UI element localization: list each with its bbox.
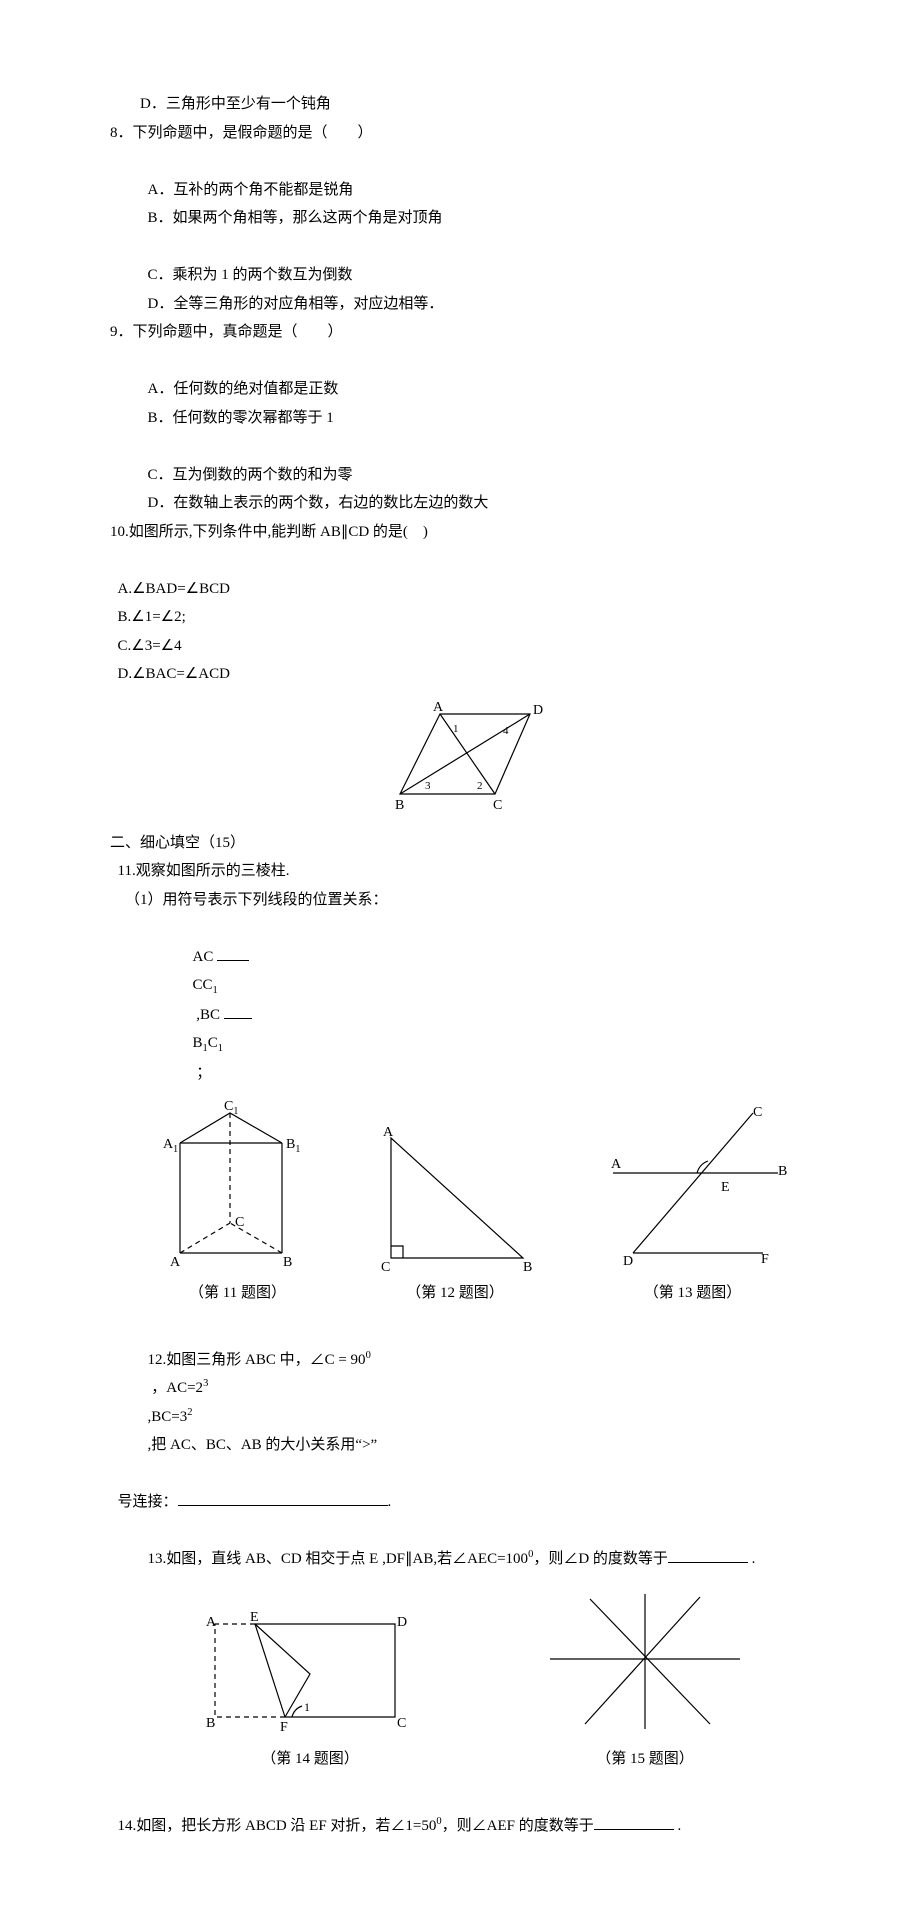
figure-11: A1 B1 C1 A B C <box>158 1098 318 1273</box>
figure-12: A C B <box>373 1123 538 1273</box>
q9-row2: C．互为倒数的两个数的和为零 D．在数轴上表示的两个数，右边的数比左边的数大 <box>110 432 840 518</box>
q9-c: C．互为倒数的两个数的和为零 <box>148 461 368 490</box>
q8-stem: 8．下列命题中，是假命题的是（ ） <box>110 119 840 148</box>
q8-a: A．互补的两个角不能都是锐角 <box>148 176 378 205</box>
caption-15: （第 15 题图） <box>540 1745 750 1774</box>
figure-13: A B C D F E <box>593 1103 793 1273</box>
caption-13: （第 13 题图） <box>593 1279 793 1308</box>
figure-13-wrap: A B C D F E （第 13 题图） <box>593 1103 793 1308</box>
q11-stem: 11.观察如图所示的三棱柱. <box>110 857 840 886</box>
svg-text:1: 1 <box>453 723 459 735</box>
q12-line1: 12.如图三角形 ABC 中，∠C = 900 ，AC=23 ,BC=32 ,把… <box>110 1317 840 1460</box>
svg-text:B1: B1 <box>286 1137 300 1155</box>
q10-a: A.∠BAD=∠BCD <box>118 575 273 604</box>
svg-text:D: D <box>397 1615 407 1630</box>
svg-text:A: A <box>383 1125 394 1140</box>
svg-text:C: C <box>381 1260 390 1273</box>
figure-15-wrap: （第 15 题图） <box>540 1589 750 1774</box>
svg-text:B: B <box>778 1164 787 1179</box>
q8-row1: A．互补的两个角不能都是锐角 B．如果两个角相等，那么这两个角是对顶角 <box>110 147 840 233</box>
svg-text:D: D <box>623 1254 633 1269</box>
figure-15 <box>540 1589 750 1739</box>
q9-d: D．在数轴上表示的两个数，右边的数比左边的数大 <box>148 495 489 511</box>
q14-line: 14.如图，把长方形 ABCD 沿 EF 对折，若∠1=500，则∠AEF 的度… <box>110 1783 840 1840</box>
svg-text:2: 2 <box>477 780 483 792</box>
q11-fill: AC CC1 ,BC B1C1 ； <box>110 914 840 1088</box>
q8-c: C．乘积为 1 的两个数互为倒数 <box>148 261 378 290</box>
q10-b: B.∠1=∠2; <box>118 603 258 632</box>
figure-14-wrap: A D B C E F 1 （第 14 题图） <box>200 1609 420 1774</box>
svg-text:A1: A1 <box>163 1137 178 1155</box>
q10-stem: 10.如图所示,下列条件中,能判断 AB∥CD 的是( ) <box>110 518 840 547</box>
svg-text:F: F <box>280 1720 288 1735</box>
svg-text:B: B <box>395 798 404 813</box>
figure-11-wrap: A1 B1 C1 A B C （第 11 题图） <box>158 1098 318 1308</box>
q9-row1: A．任何数的绝对值都是正数 B．任何数的零次幂都等于 1 <box>110 347 840 433</box>
svg-text:F: F <box>761 1252 769 1267</box>
q9-b: B．任何数的零次幂都等于 1 <box>148 410 334 426</box>
q10-c: C.∠3=∠4 <box>118 632 238 661</box>
svg-text:D: D <box>533 703 543 718</box>
figure-q10: A D B C 1 4 3 2 <box>375 699 575 819</box>
svg-text:E: E <box>721 1180 730 1195</box>
figure-12-wrap: A C B （第 12 题图） <box>373 1123 538 1308</box>
q10-d: D.∠BAC=∠ACD <box>118 666 230 682</box>
svg-text:B: B <box>206 1716 215 1731</box>
svg-text:C: C <box>235 1215 244 1230</box>
svg-text:A: A <box>206 1615 217 1630</box>
q8-b: B．如果两个角相等，那么这两个角是对顶角 <box>148 210 443 226</box>
svg-text:C: C <box>397 1716 406 1731</box>
q8-d: D．全等三角形的对应角相等，对应边相等． <box>148 296 444 312</box>
q9-a: A．任何数的绝对值都是正数 <box>148 375 368 404</box>
svg-text:E: E <box>250 1610 259 1625</box>
figure-14: A D B C E F 1 <box>200 1609 420 1739</box>
caption-11: （第 11 题图） <box>158 1279 318 1308</box>
svg-text:A: A <box>611 1157 622 1172</box>
svg-text:C: C <box>753 1105 762 1120</box>
q13-line: 13.如图，直线 AB、CD 相交于点 E ,DF∥AB,若∠AEC=1000，… <box>110 1517 840 1574</box>
q12-line2: 号连接：. <box>110 1460 840 1517</box>
caption-14: （第 14 题图） <box>200 1745 420 1774</box>
svg-text:3: 3 <box>425 780 431 792</box>
svg-text:A: A <box>170 1255 181 1270</box>
q11-sub1: （1）用符号表示下列线段的位置关系： <box>110 886 840 915</box>
svg-text:1: 1 <box>304 1700 310 1714</box>
svg-text:B: B <box>523 1260 532 1273</box>
caption-12: （第 12 题图） <box>373 1279 538 1308</box>
section-2-heading: 二、细心填空（15） <box>110 829 840 858</box>
q8-row2: C．乘积为 1 的两个数互为倒数 D．全等三角形的对应角相等，对应边相等． <box>110 233 840 319</box>
q9-stem: 9．下列命题中，真命题是（ ） <box>110 318 840 347</box>
q7-option-d: D．三角形中至少有一个钝角 <box>110 90 840 119</box>
svg-text:A: A <box>433 700 444 715</box>
svg-text:B: B <box>283 1255 292 1270</box>
svg-text:C: C <box>493 798 502 813</box>
q10-options: A.∠BAD=∠BCD B.∠1=∠2; C.∠3=∠4 D.∠BAC=∠ACD <box>110 546 840 689</box>
svg-text:4: 4 <box>503 725 509 737</box>
